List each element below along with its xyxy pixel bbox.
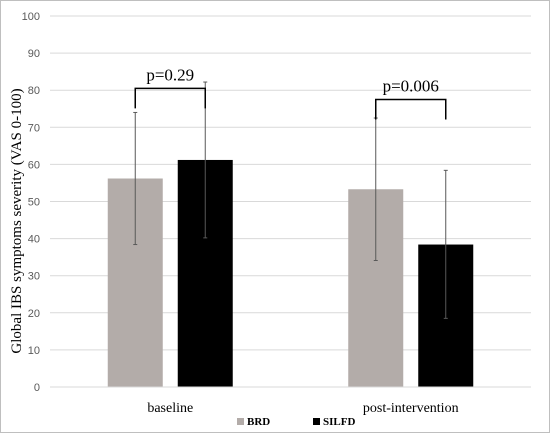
significance-bracket [375,98,447,120]
y-tick-label: 20 [28,308,40,320]
significance-bracket [134,87,206,109]
legend-label-silfd: SILFD [323,416,355,428]
y-axis-label: Global IBS symptoms severity (VAS 0-100) [9,88,25,353]
p-value-label: p=0.29 [146,65,194,84]
y-tick-label: 60 [28,159,40,171]
legend-swatch-silfd [313,418,320,425]
y-tick-label: 50 [28,197,40,209]
y-tick-label: 10 [28,345,40,357]
y-tick-label: 0 [34,382,40,394]
legend-label-brd: BRD [247,416,270,428]
y-tick-label: 30 [28,271,40,283]
x-tick-label: post-intervention [363,401,459,416]
y-tick-label: 70 [28,122,40,134]
bars [107,159,474,387]
y-tick-label: 40 [28,234,40,246]
y-tick-label: 100 [22,11,40,23]
significance-annotations: p=0.29 p=0.006 [134,65,447,120]
x-axis: baseline post-intervention [50,386,531,416]
p-value-label: p=0.006 [383,76,439,95]
legend: BRD SILFD [237,416,355,428]
y-tick-label: 80 [28,85,40,97]
y-tick-label: 90 [28,48,40,60]
x-tick-label: baseline [147,401,193,416]
y-axis: 0 10 20 30 40 50 60 70 80 90 100 [22,11,40,394]
legend-swatch-brd [237,418,244,425]
